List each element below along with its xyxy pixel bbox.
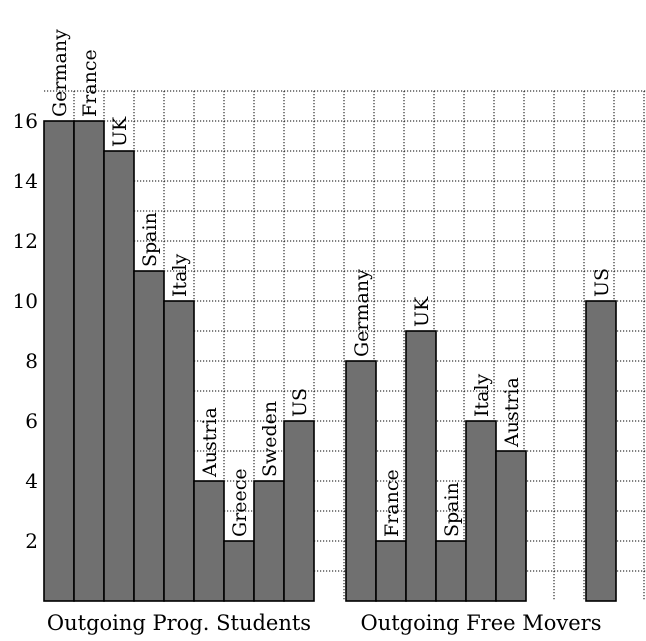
bar [345,360,377,602]
group-labels: Outgoing Prog. Students Outgoing Free Mov… [47,611,602,635]
bar-label: France [79,49,101,117]
bar-label: Sweden [259,401,281,477]
bar [375,540,407,602]
bar-label: Spain [441,482,463,537]
bars [43,120,617,602]
bar [435,540,467,602]
bar [133,270,165,602]
y-tick-label: 4 [25,469,38,493]
bar [585,300,617,602]
bar-label: Austria [199,407,221,478]
bar-label: UK [411,296,433,327]
bar-labels: Germany France UK Spain Italy Austria Greece Sw… [49,29,613,537]
y-axis-ticks: 2 4 6 8 10 12 14 16 [13,109,38,553]
bar-label: Germany [351,269,373,357]
bar-label: Italy [169,253,191,297]
y-tick-label: 10 [13,289,38,313]
bar [193,480,225,602]
y-tick-label: 2 [25,529,38,553]
bar-label: France [381,469,403,537]
y-tick-label: 14 [13,169,38,193]
bar [43,120,75,602]
bar [223,540,255,602]
bar-label: US [591,268,613,297]
bar [495,450,527,602]
bar-label: Italy [471,373,493,417]
y-tick-label: 16 [13,109,38,133]
bar-label: Greece [229,468,251,537]
y-tick-label: 8 [25,349,38,373]
bar [253,480,285,602]
bar [405,330,437,602]
bar [163,300,195,602]
bar-label: UK [109,116,131,147]
bar-label: US [289,388,311,417]
bar-label: Spain [139,212,161,267]
bar-label: Austria [501,377,523,448]
group-label: Outgoing Prog. Students [47,611,311,635]
bar [465,420,497,602]
bar [103,150,135,602]
bar-label: Germany [49,29,71,117]
y-tick-label: 6 [25,409,38,433]
bar [73,120,105,602]
group-label: Outgoing Free Movers [360,611,601,635]
y-tick-label: 12 [13,229,38,253]
bar [283,420,315,602]
